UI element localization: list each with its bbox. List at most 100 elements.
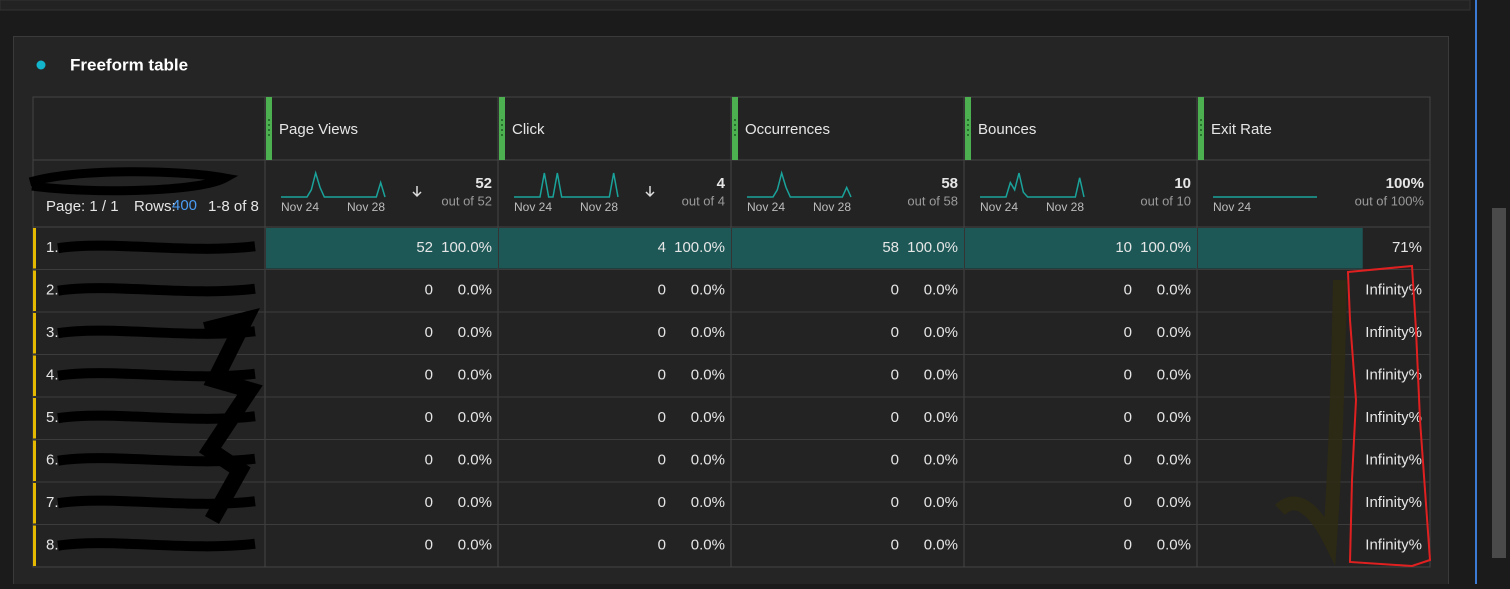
sparkline-date: Nov 28 <box>580 200 618 214</box>
cell-value: 0 <box>658 282 666 299</box>
cell-percent: 0.0% <box>1157 324 1191 341</box>
handle-dot <box>967 134 969 136</box>
column-handle[interactable] <box>1198 97 1204 160</box>
cell-value: 10 <box>1115 239 1132 256</box>
cell-value: 0 <box>658 367 666 384</box>
panel-title: Freeform table <box>70 55 188 74</box>
cell-percent: 0.0% <box>691 282 725 299</box>
handle-dot <box>1200 129 1202 131</box>
cell-highlight <box>266 228 498 269</box>
cell-percent: 0.0% <box>458 367 492 384</box>
cell-percent: 0.0% <box>1157 282 1191 299</box>
handle-dot <box>967 129 969 131</box>
sparkline-date: Nov 24 <box>980 200 1018 214</box>
column-handle[interactable] <box>499 97 505 160</box>
cell-value: 0 <box>658 494 666 511</box>
rows-count[interactable]: 400 <box>172 197 197 214</box>
sparkline <box>281 170 386 198</box>
cell-value: 52 <box>416 239 433 256</box>
cell-percent: 100.0% <box>1140 239 1191 256</box>
sparkline <box>980 172 1085 198</box>
sparkline <box>747 170 852 198</box>
panel-dot <box>36 60 46 70</box>
column-header[interactable]: Exit Rate <box>1211 121 1272 138</box>
handle-dot <box>501 134 503 136</box>
handle-dot <box>501 129 503 131</box>
cell-highlight <box>965 228 1197 269</box>
cell-value: 58 <box>882 239 899 256</box>
column-handle[interactable] <box>965 97 971 160</box>
sparkline-date: Nov 24 <box>281 200 319 214</box>
row-marker <box>33 483 36 524</box>
cell-value: 0 <box>1124 537 1132 554</box>
column-out-of: out of 4 <box>682 193 725 208</box>
cell-value: 0 <box>1124 367 1132 384</box>
cell-percent: 0.0% <box>691 494 725 511</box>
column-total: 4 <box>717 175 726 192</box>
cell-value: 0 <box>1124 452 1132 469</box>
cell-percent: 0.0% <box>924 452 958 469</box>
cell-value: 0 <box>891 367 899 384</box>
sparkline-date: Nov 24 <box>1213 200 1251 214</box>
cell-percent: 0.0% <box>1157 537 1191 554</box>
handle-dot <box>734 129 736 131</box>
column-header[interactable]: Page Views <box>279 121 358 138</box>
handle-dot <box>967 119 969 121</box>
cell-value: 0 <box>425 324 433 341</box>
cell-value: 0 <box>425 367 433 384</box>
cell-percent: 0.0% <box>458 324 492 341</box>
top-strip <box>0 0 1471 11</box>
exit-rate: Infinity% <box>1365 324 1422 341</box>
cell-value: 0 <box>1124 494 1132 511</box>
scrollbar[interactable] <box>1492 208 1506 558</box>
row-index: 5. <box>46 409 59 426</box>
sparkline <box>514 172 619 198</box>
redaction <box>28 167 239 196</box>
handle-dot <box>501 124 503 126</box>
column-handle[interactable] <box>732 97 738 160</box>
redaction <box>198 308 263 524</box>
cell-value: 0 <box>1124 324 1132 341</box>
cell-percent: 0.0% <box>924 409 958 426</box>
cell-value: 0 <box>425 282 433 299</box>
cell-percent: 0.0% <box>458 494 492 511</box>
column-header[interactable]: Click <box>512 121 545 138</box>
handle-dot <box>1200 134 1202 136</box>
row-index: 6. <box>46 452 59 469</box>
row-marker <box>33 525 36 566</box>
column-header[interactable]: Bounces <box>978 121 1036 138</box>
column-handle[interactable] <box>266 97 272 160</box>
cell-value: 0 <box>425 409 433 426</box>
marker-arrow <box>1275 279 1347 566</box>
row-index: 4. <box>46 367 59 384</box>
sparkline-date: Nov 28 <box>347 200 385 214</box>
handle-dot <box>1200 124 1202 126</box>
annotations <box>1275 264 1432 568</box>
cell-percent: 100.0% <box>674 239 725 256</box>
row-marker <box>33 313 36 354</box>
cell-percent: 100.0% <box>907 239 958 256</box>
cell-percent: 0.0% <box>691 452 725 469</box>
focus-line <box>1475 0 1477 584</box>
row-marker <box>33 398 36 439</box>
page-label: Page: 1 / 1 <box>46 198 119 215</box>
exit-rate: Infinity% <box>1365 537 1422 554</box>
column-total: 100% <box>1386 175 1424 192</box>
column-header[interactable]: Occurrences <box>745 121 830 138</box>
cell-value: 0 <box>1124 409 1132 426</box>
cell-percent: 0.0% <box>924 494 958 511</box>
row-index: 1. <box>46 239 59 256</box>
cell-value: 0 <box>425 537 433 554</box>
cell-percent: 0.0% <box>458 409 492 426</box>
sparkline-date: Nov 24 <box>514 200 552 214</box>
sort-arrow[interactable] <box>412 186 422 198</box>
handle-dot <box>734 134 736 136</box>
cell-percent: 0.0% <box>1157 367 1191 384</box>
sort-arrow[interactable] <box>645 186 655 198</box>
cell-value: 0 <box>891 324 899 341</box>
column-total: 10 <box>1174 175 1191 192</box>
handle-dot <box>268 124 270 126</box>
row-marker <box>33 355 36 396</box>
